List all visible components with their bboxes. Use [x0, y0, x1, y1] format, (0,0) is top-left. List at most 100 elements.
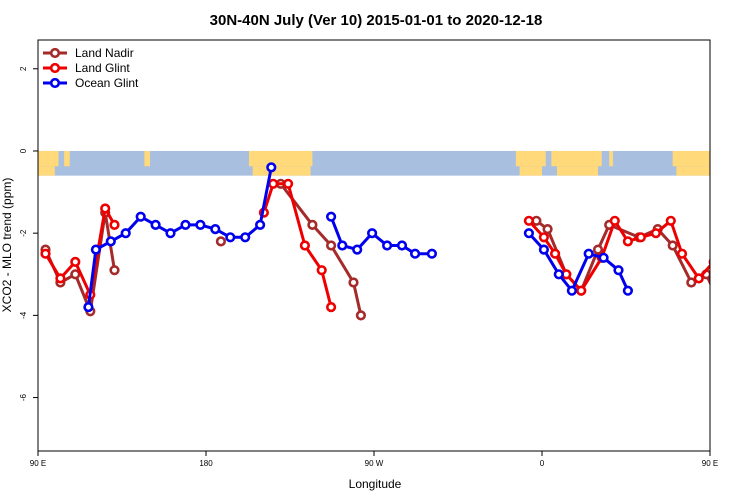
data-point [283, 178, 294, 189]
x-tick-label: 0 [540, 459, 545, 468]
data-point [316, 265, 327, 276]
data-point [542, 224, 553, 235]
legend-label: Land Nadir [75, 46, 134, 60]
data-point [337, 240, 348, 251]
data-point [210, 224, 221, 235]
y-axis-title: XCO2 - MLO trend (ppm) [0, 178, 14, 313]
x-tick-label: 90 W [365, 459, 384, 468]
series-land-nadir [40, 178, 750, 321]
data-point [609, 215, 620, 226]
data-point [426, 248, 438, 259]
data-point [650, 228, 662, 239]
land-band-segment [515, 150, 546, 167]
chart-title: 30N-40N July (Ver 10) 2015-01-01 to 2020… [210, 12, 543, 29]
data-point [410, 248, 421, 259]
data-point [736, 209, 744, 217]
data-point [622, 285, 634, 296]
data-point [352, 244, 363, 255]
data-point [693, 273, 704, 284]
data-point [538, 244, 550, 255]
data-point [70, 256, 81, 268]
data-point [613, 265, 624, 276]
data-point [635, 232, 647, 243]
y-axis: 2 0 -2 -4 -6 [19, 66, 38, 401]
land-band-segment [609, 150, 613, 167]
data-point [100, 203, 111, 214]
data-point [742, 205, 750, 213]
data-point [576, 285, 587, 296]
series-line [723, 217, 750, 307]
data-point [195, 219, 206, 230]
data-point [105, 236, 116, 247]
y-tick-label: -6 [19, 393, 28, 401]
land-band-segment [64, 150, 70, 167]
data-point [83, 302, 94, 313]
land-band-segment [676, 166, 710, 176]
land-band-segment [551, 150, 602, 167]
data-point [719, 303, 727, 311]
data-point [523, 215, 535, 226]
x-tick-label: 90 E [702, 459, 718, 468]
data-point [667, 240, 678, 251]
legend-label: Ocean Glint [75, 76, 139, 90]
x-tick-label: 180 [199, 459, 213, 468]
x-axis: 90 E 180 90 W 0 90 E [30, 451, 718, 468]
y-tick-label: 0 [19, 148, 28, 153]
land-band-segment [252, 166, 311, 176]
data-point [70, 269, 81, 280]
land-band-segment [38, 150, 59, 167]
x-tick-label: 90 E [30, 459, 46, 468]
data-point [268, 178, 279, 189]
x-axis-title: Longitude [349, 477, 402, 491]
data-point [165, 228, 176, 239]
data-point [745, 266, 750, 274]
data-point [109, 219, 120, 230]
data-point [686, 277, 697, 288]
data-point [55, 273, 66, 284]
series-ocean-glint [83, 162, 750, 313]
data-point [382, 240, 393, 251]
data-point [120, 228, 131, 239]
data-point [326, 240, 337, 251]
legend-marker [49, 77, 61, 89]
data-point [742, 238, 750, 246]
land-band-segment [672, 150, 710, 167]
land-band-segment [736, 151, 742, 166]
data-point [396, 240, 408, 251]
land-band-segment [519, 166, 542, 176]
land-band-segment [248, 150, 313, 167]
data-point [566, 285, 578, 296]
data-point [307, 219, 318, 230]
data-point [708, 258, 710, 266]
y-tick-label: -4 [19, 311, 28, 319]
data-point [348, 277, 359, 288]
data-point [40, 248, 51, 259]
data-point [583, 248, 594, 259]
legend-label: Land Glint [75, 61, 130, 75]
series-line [535, 219, 710, 293]
data-point [355, 310, 367, 321]
data-point [676, 248, 688, 259]
data-point [326, 211, 337, 222]
data-point [299, 240, 311, 251]
series-line [527, 219, 710, 293]
data-point [90, 244, 101, 255]
land-band-segment [556, 166, 598, 176]
data-point [240, 232, 251, 243]
data-point [255, 219, 266, 230]
data-point [150, 219, 161, 230]
data-point [523, 228, 535, 239]
data-point [549, 248, 561, 259]
data-point [326, 302, 337, 313]
data-point [727, 291, 735, 299]
data-point [721, 312, 729, 320]
data-point [225, 232, 236, 243]
land-ocean-band [38, 150, 742, 176]
data-point [367, 228, 378, 239]
data-point [215, 236, 226, 247]
y-tick-label: -2 [19, 229, 28, 237]
data-point [109, 265, 120, 276]
data-point [135, 211, 146, 222]
legend-marker [49, 62, 61, 74]
